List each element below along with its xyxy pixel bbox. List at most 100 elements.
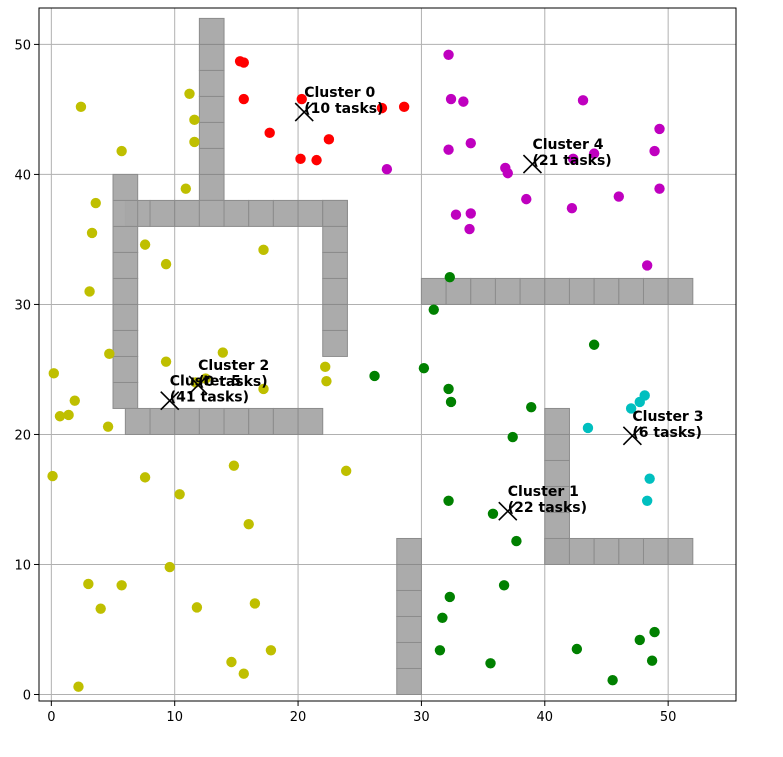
obstacle-cell [198, 199, 225, 227]
cluster-name-label: Cluster 5 [170, 374, 241, 390]
cluster-centroid: Cluster 2(0 tasks) [188, 358, 269, 395]
task-point [502, 167, 513, 179]
task-point [48, 368, 60, 379]
task-point [265, 645, 277, 656]
task-point [641, 260, 653, 271]
task-point [566, 203, 578, 214]
task-point [264, 127, 275, 139]
task-point [445, 93, 457, 105]
x-tick-label: 50 [660, 710, 677, 725]
obstacle-cell [112, 173, 139, 201]
obstacle [124, 199, 348, 227]
cluster-centroid: Cluster 3(6 tasks) [622, 409, 703, 446]
task-point [84, 286, 95, 297]
task-point [63, 409, 74, 421]
task-point [567, 153, 579, 165]
obstacle-cell [198, 173, 225, 201]
obstacle-cell [568, 537, 595, 565]
task-point [340, 465, 352, 477]
centroid-marker [294, 102, 314, 122]
y-tick-label: 10 [14, 558, 31, 573]
obstacle-cell [174, 199, 200, 227]
task-point [487, 508, 499, 519]
cluster-centroids: Cluster 0(10 tasks)Cluster 1(22 tasks)Cl… [160, 85, 703, 521]
obstacle-cell [322, 277, 348, 305]
task-point [75, 101, 87, 113]
obstacle-cell [519, 277, 546, 305]
obstacle-cell [544, 485, 570, 513]
obstacle-cell [396, 537, 422, 565]
task-point [243, 518, 254, 530]
task-point [238, 93, 249, 105]
obstacle-cell [198, 121, 225, 149]
obstacle-cell [544, 407, 570, 435]
task-series [381, 49, 665, 271]
task-point [526, 401, 537, 413]
obstacle [322, 199, 348, 357]
task-series [582, 390, 655, 506]
task-point [588, 339, 600, 350]
obstacle-cell [297, 199, 324, 227]
task-point [226, 656, 237, 668]
task-point [649, 145, 660, 157]
obstacle [112, 173, 139, 409]
obstacle-cell [642, 537, 669, 565]
task-point [443, 144, 454, 155]
task-point [381, 164, 393, 175]
obstacle-cell [544, 459, 570, 487]
task-point [69, 395, 80, 406]
task-point [180, 183, 192, 194]
task-point [295, 153, 306, 165]
obstacle-cell [494, 277, 521, 305]
obstacle-cell [322, 251, 348, 279]
obstacle-cell [667, 277, 694, 305]
obstacle-cell [198, 147, 225, 175]
obstacle [420, 277, 694, 305]
task-point [47, 470, 58, 482]
obstacle-cell [112, 355, 139, 383]
obstacle [124, 407, 324, 435]
task-point [571, 643, 583, 655]
cluster-tasks-label: (22 tasks) [508, 500, 587, 516]
obstacle-cell [667, 537, 694, 565]
obstacle-cell [322, 199, 348, 227]
obstacle-cell [420, 277, 447, 305]
task-point [238, 668, 249, 679]
task-point [228, 460, 240, 471]
task-point [465, 138, 476, 149]
task-point [444, 591, 455, 603]
task-series [369, 271, 660, 686]
obstacle-cell [593, 537, 620, 565]
cluster-tasks-label: (10 tasks) [304, 101, 383, 117]
y-tick-label: 50 [14, 38, 31, 53]
obstacle [544, 537, 694, 565]
task-point [485, 658, 496, 669]
task-point [73, 681, 84, 692]
obstacle-cell [248, 199, 274, 227]
obstacle-cell [112, 381, 139, 409]
obstacle-cell [396, 615, 422, 643]
task-point [217, 347, 229, 358]
task-point [102, 421, 114, 432]
x-tick-label: 10 [166, 710, 183, 725]
obstacle-cell [124, 407, 151, 435]
task-point [323, 134, 335, 145]
obstacle-cell [198, 69, 225, 97]
task-series [47, 88, 352, 692]
task-points [47, 49, 665, 692]
task-point [83, 578, 94, 590]
task-point [434, 645, 446, 656]
obstacle-cell [396, 641, 422, 669]
obstacle-cell [112, 251, 139, 279]
task-point [649, 626, 660, 638]
task-point [174, 489, 185, 500]
task-point [443, 383, 454, 395]
task-point [116, 145, 127, 157]
obstacle-cell [544, 433, 570, 461]
task-point [437, 612, 448, 623]
y-tick-label: 0 [23, 688, 31, 703]
task-point [189, 114, 200, 126]
obstacle-cell [112, 277, 139, 305]
task-point [577, 95, 589, 106]
y-tick-label: 30 [14, 298, 31, 313]
